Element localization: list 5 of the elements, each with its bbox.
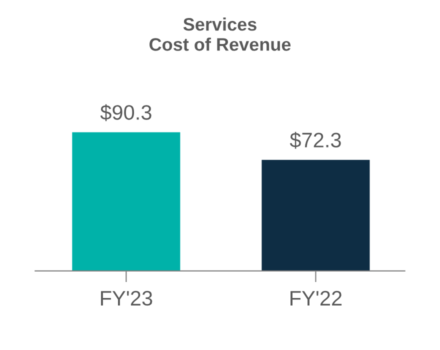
data-label: $90.3 <box>100 104 152 122</box>
x-tick-label: FY'22 <box>290 290 342 306</box>
chart-title: Services Cost of Revenue <box>150 18 291 51</box>
data-label: $72.3 <box>290 132 341 149</box>
x-tick-label: FY'23 <box>101 290 152 306</box>
